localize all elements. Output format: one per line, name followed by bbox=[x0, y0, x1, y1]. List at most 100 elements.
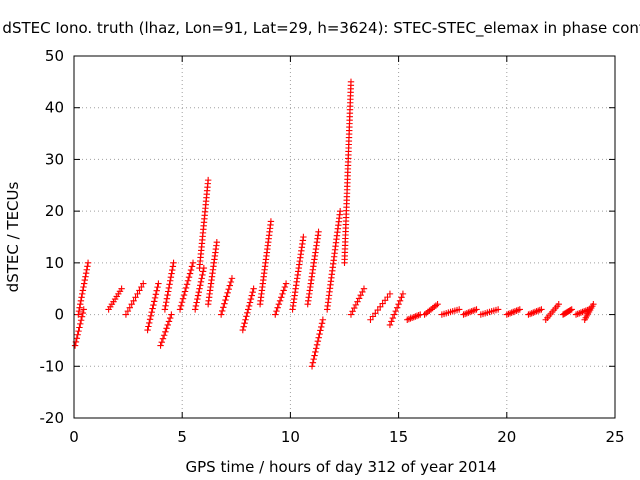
plot-frame bbox=[73, 55, 616, 419]
data-point bbox=[80, 280, 88, 287]
data-point bbox=[241, 319, 248, 327]
data-point bbox=[164, 321, 171, 329]
data-point bbox=[379, 300, 386, 307]
data-point bbox=[275, 301, 283, 308]
data-point bbox=[166, 314, 174, 322]
arc-series bbox=[191, 264, 208, 313]
data-point bbox=[317, 323, 325, 331]
data-point bbox=[219, 307, 226, 315]
data-point bbox=[136, 287, 143, 294]
data-point bbox=[199, 268, 207, 275]
data-point bbox=[148, 308, 155, 316]
data-point bbox=[191, 306, 199, 313]
data-point bbox=[567, 306, 574, 314]
data-point bbox=[369, 313, 377, 320]
data-point bbox=[80, 283, 87, 291]
data-point bbox=[198, 275, 205, 282]
data-point bbox=[223, 293, 230, 300]
data-point bbox=[82, 273, 89, 280]
data-point bbox=[354, 298, 361, 305]
data-point bbox=[249, 288, 256, 296]
data-point bbox=[194, 292, 202, 299]
data-point bbox=[180, 291, 188, 299]
data-point bbox=[494, 306, 502, 313]
arc-series bbox=[289, 233, 307, 313]
data-point bbox=[161, 306, 169, 313]
data-point bbox=[76, 324, 83, 331]
data-point bbox=[309, 359, 317, 366]
data-point bbox=[122, 311, 130, 318]
arc-series bbox=[144, 280, 162, 334]
axis-ticks: 0 5 10 15 20 25 -20 -10 0 10 20 30 40 50 bbox=[40, 47, 625, 446]
data-point bbox=[279, 290, 286, 298]
data-point bbox=[300, 233, 307, 241]
data-point bbox=[313, 345, 320, 352]
data-point bbox=[217, 311, 225, 318]
x-tick-label: 25 bbox=[605, 428, 624, 446]
data-point bbox=[159, 335, 167, 342]
arc-series bbox=[217, 275, 236, 318]
data-point bbox=[273, 307, 280, 315]
data-point bbox=[398, 294, 405, 301]
data-point bbox=[318, 320, 326, 327]
data-point bbox=[75, 311, 82, 318]
data-point bbox=[389, 314, 397, 322]
data-point bbox=[75, 327, 82, 335]
data-point bbox=[134, 290, 141, 298]
arc-series bbox=[157, 311, 175, 349]
data-point bbox=[79, 287, 87, 294]
data-point bbox=[590, 301, 597, 308]
data-point bbox=[73, 335, 81, 342]
data-point bbox=[155, 280, 162, 287]
y-tick-label: -10 bbox=[40, 357, 65, 375]
data-point bbox=[84, 263, 91, 270]
data-point bbox=[187, 266, 195, 274]
data-point bbox=[163, 295, 171, 302]
data-point bbox=[160, 332, 168, 339]
arc-series bbox=[542, 301, 562, 323]
y-tick-label: 0 bbox=[54, 306, 64, 324]
y-tick-label: 50 bbox=[45, 47, 64, 65]
data-point bbox=[250, 285, 257, 292]
data-point bbox=[347, 78, 355, 86]
data-point bbox=[71, 342, 79, 349]
data-point bbox=[181, 288, 189, 295]
data-point bbox=[555, 301, 562, 308]
y-tick-label: -20 bbox=[40, 409, 65, 427]
data-point bbox=[162, 302, 169, 310]
data-point bbox=[272, 311, 279, 318]
data-point bbox=[395, 301, 402, 308]
data-point bbox=[568, 306, 575, 313]
data-point bbox=[393, 304, 401, 311]
data-point bbox=[170, 259, 177, 267]
arc-series bbox=[477, 306, 502, 318]
data-point bbox=[162, 328, 169, 336]
arc-series bbox=[105, 285, 125, 313]
data-point bbox=[195, 288, 202, 296]
x-axis-label: GPS time / hours of day 312 of year 2014 bbox=[186, 458, 497, 476]
data-point bbox=[84, 259, 92, 267]
arc-series bbox=[367, 290, 394, 323]
x-tick-label: 20 bbox=[497, 428, 516, 446]
data-point bbox=[144, 326, 151, 334]
data-point bbox=[239, 326, 246, 334]
data-point bbox=[316, 330, 323, 338]
data-point bbox=[197, 282, 204, 289]
x-tick-label: 0 bbox=[69, 428, 79, 446]
arc-series bbox=[75, 259, 92, 318]
data-point bbox=[140, 280, 147, 287]
data-point bbox=[352, 301, 360, 309]
data-point bbox=[149, 305, 156, 312]
data-point bbox=[82, 270, 90, 277]
data-point bbox=[74, 331, 81, 338]
arc-series bbox=[386, 290, 407, 329]
arc-series bbox=[347, 285, 368, 318]
data-point bbox=[197, 278, 205, 286]
data-point bbox=[213, 238, 221, 246]
data-point bbox=[351, 304, 358, 312]
data-point bbox=[226, 282, 234, 289]
data-point bbox=[359, 288, 366, 296]
data-point bbox=[224, 289, 231, 297]
y-tick-label: 30 bbox=[45, 150, 64, 168]
data-point bbox=[168, 270, 175, 277]
